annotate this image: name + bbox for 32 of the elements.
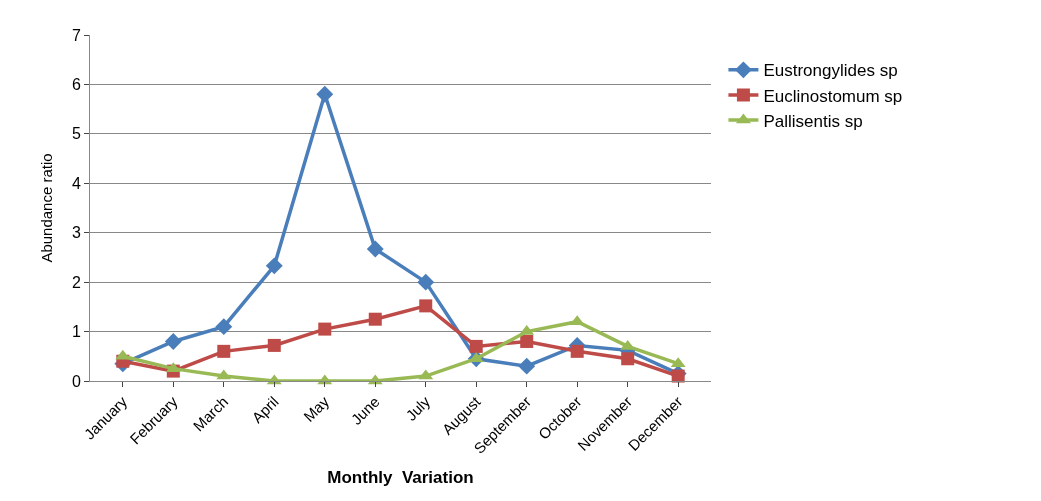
point — [621, 352, 635, 366]
y-tick-label: 2 — [71, 273, 81, 291]
point — [164, 333, 182, 350]
y-tick-label: 7 — [71, 26, 81, 44]
y-tick-label: 5 — [71, 125, 81, 143]
point — [518, 357, 536, 375]
y-tick-label: 0 — [71, 372, 81, 390]
legend-label: Pallisentis sp — [763, 111, 863, 131]
legend-label: Euclinostomum sp — [763, 86, 903, 106]
point — [419, 299, 433, 313]
point — [520, 334, 534, 348]
y-tick-label: 3 — [71, 224, 81, 242]
point — [215, 318, 233, 336]
point — [318, 322, 332, 336]
point — [469, 339, 483, 353]
y-tick-label: 4 — [71, 174, 81, 192]
y-tick-label: 6 — [71, 76, 81, 94]
x-tick-label: July — [402, 392, 434, 424]
point — [368, 312, 382, 326]
point — [265, 257, 283, 275]
x-axis-title: Monthly Variation — [327, 468, 474, 488]
point — [570, 344, 584, 358]
legend-label: Eustrongylides sp — [763, 61, 898, 81]
point — [267, 338, 281, 352]
y-axis-title: Abundance ratio — [38, 153, 56, 263]
point — [417, 273, 435, 291]
point — [366, 240, 384, 258]
point — [316, 85, 334, 103]
point — [217, 344, 231, 358]
y-tick-label: 1 — [71, 323, 81, 341]
x-tick-label: May — [300, 392, 333, 425]
point — [671, 369, 685, 383]
